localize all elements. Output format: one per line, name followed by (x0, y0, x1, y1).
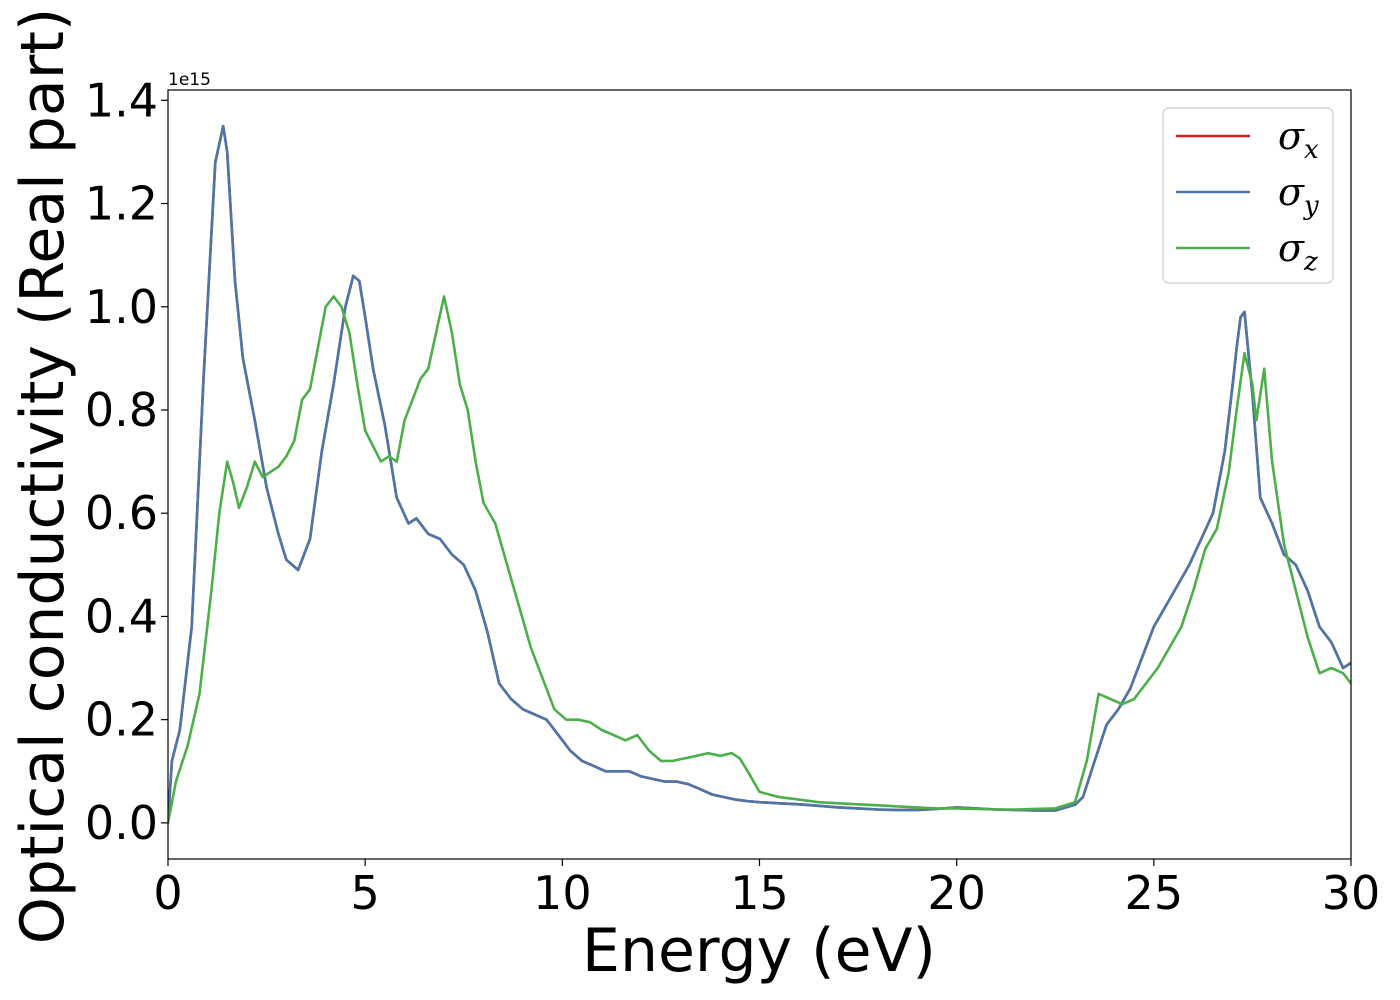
y-tick-label: 0.6 (85, 486, 158, 540)
y-tick-label: 0.4 (85, 589, 158, 643)
legend-label-x: σx (1278, 114, 1319, 165)
y-axis-title: Optical conductivity (Real part) (8, 8, 78, 945)
legend-subscript: x (1304, 135, 1319, 165)
x-tick-label: 30 (1322, 866, 1381, 920)
y-tick-label: 0.2 (85, 693, 158, 747)
legend-symbol: σ (1278, 114, 1305, 158)
legend-symbol: σ (1278, 170, 1305, 214)
series-layer (168, 124, 1351, 825)
legend-subscript: y (1303, 191, 1319, 221)
x-axis: 0 5 10 15 20 25 30 (153, 859, 1380, 920)
x-tick-label: 25 (1125, 866, 1184, 920)
y-tick-label: 1.2 (85, 177, 158, 231)
legend-symbol: σ (1278, 226, 1305, 270)
x-tick-label: 10 (533, 866, 592, 920)
y-axis: 0.0 0.2 0.4 0.6 0.8 1.0 1.2 1.4 (85, 73, 168, 850)
legend-label-y: σy (1278, 170, 1319, 221)
y-tick-label: 0.8 (85, 383, 158, 437)
x-axis-title: Energy (eV) (582, 916, 936, 986)
y-offset-label: 1e15 (168, 70, 211, 90)
y-tick-label: 1.0 (85, 280, 158, 334)
y-tick-label: 1.4 (85, 73, 158, 127)
plot-background (168, 90, 1351, 859)
series-line-z (168, 295, 1351, 825)
series-line-y (168, 124, 1351, 825)
x-tick-label: 20 (927, 866, 986, 920)
legend-box (1162, 107, 1334, 284)
x-tick-label: 0 (153, 866, 182, 920)
x-tick-label: 5 (351, 866, 380, 920)
y-tick-label: 0.0 (85, 796, 158, 850)
legend-label-z: σz (1278, 226, 1318, 277)
legend-subscript: z (1303, 247, 1318, 277)
x-tick-label: 15 (730, 866, 789, 920)
